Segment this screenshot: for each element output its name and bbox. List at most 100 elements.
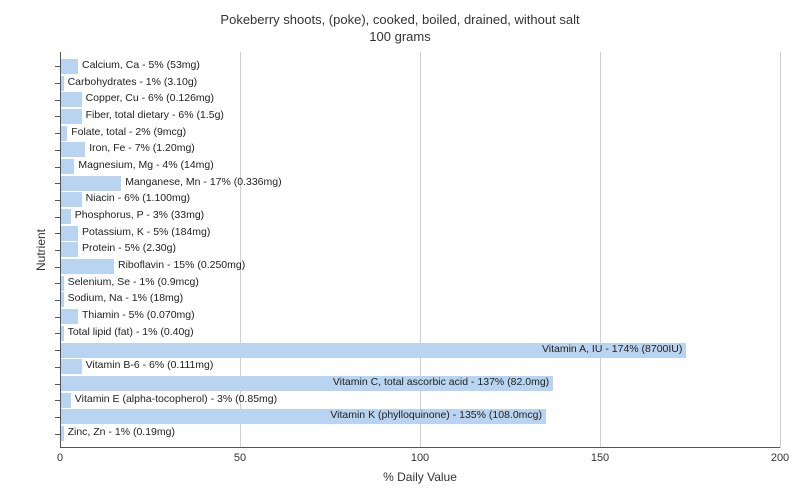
bar-label: Vitamin A, IU - 174% (8700IU) (542, 343, 682, 355)
bar-label: Folate, total - 2% (9mcg) (67, 126, 186, 138)
bar-row: Folate, total - 2% (9mcg) (60, 126, 780, 141)
bar: Vitamin C, total ascorbic acid - 137% (8… (60, 376, 553, 391)
bar: Potassium, K - 5% (184mg) (60, 226, 78, 241)
bar-label: Thiamin - 5% (0.070mg) (78, 309, 195, 321)
bar-row: Potassium, K - 5% (184mg) (60, 226, 780, 241)
bar-label: Sodium, Na - 1% (18mg) (64, 292, 184, 304)
bar-label: Vitamin E (alpha-tocopherol) - 3% (0.85m… (71, 393, 277, 405)
bar-label: Carbohydrates - 1% (3.10g) (64, 76, 198, 88)
y-tick (55, 367, 60, 368)
bar: Copper, Cu - 6% (0.126mg) (60, 92, 82, 107)
bar-row: Riboflavin - 15% (0.250mg) (60, 259, 780, 274)
y-tick (55, 434, 60, 435)
bar-label: Manganese, Mn - 17% (0.336mg) (121, 176, 281, 188)
y-tick (55, 183, 60, 184)
bar-row: Carbohydrates - 1% (3.10g) (60, 76, 780, 91)
y-tick (55, 116, 60, 117)
bar-label: Protein - 5% (2.30g) (78, 242, 176, 254)
bar-label: Phosphorus, P - 3% (33mg) (71, 209, 204, 221)
y-tick (55, 333, 60, 334)
bar: Iron, Fe - 7% (1.20mg) (60, 142, 85, 157)
bar-row: Calcium, Ca - 5% (53mg) (60, 59, 780, 74)
y-tick (55, 167, 60, 168)
bar: Protein - 5% (2.30g) (60, 242, 78, 257)
y-tick (55, 350, 60, 351)
chart-title: Pokeberry shoots, (poke), cooked, boiled… (0, 0, 800, 46)
bar-label: Potassium, K - 5% (184mg) (78, 226, 210, 238)
bar-label: Iron, Fe - 7% (1.20mg) (85, 142, 195, 154)
bar-row: Fiber, total dietary - 6% (1.5g) (60, 109, 780, 124)
bar-row: Thiamin - 5% (0.070mg) (60, 309, 780, 324)
y-tick (55, 300, 60, 301)
y-tick (55, 66, 60, 67)
bar-label: Niacin - 6% (1.100mg) (82, 192, 190, 204)
bar-row: Sodium, Na - 1% (18mg) (60, 292, 780, 307)
y-tick (55, 217, 60, 218)
bar: Vitamin E (alpha-tocopherol) - 3% (0.85m… (60, 393, 71, 408)
bar: Niacin - 6% (1.100mg) (60, 192, 82, 207)
bar: Vitamin K (phylloquinone) - 135% (108.0m… (60, 409, 546, 424)
bar: Calcium, Ca - 5% (53mg) (60, 59, 78, 74)
y-tick (55, 267, 60, 268)
bar-label: Selenium, Se - 1% (0.9mcg) (64, 276, 199, 288)
x-tick-label: 200 (771, 448, 789, 464)
bar-row: Iron, Fe - 7% (1.20mg) (60, 142, 780, 157)
x-tick-label: 0 (57, 448, 63, 464)
y-tick (55, 384, 60, 385)
y-axis-line (60, 52, 61, 448)
bar: Riboflavin - 15% (0.250mg) (60, 259, 114, 274)
y-tick (55, 133, 60, 134)
y-tick (55, 150, 60, 151)
y-tick (55, 233, 60, 234)
x-tick-label: 150 (591, 448, 609, 464)
bar-label: Vitamin C, total ascorbic acid - 137% (8… (333, 376, 549, 388)
bar-label: Copper, Cu - 6% (0.126mg) (82, 92, 214, 104)
bar-label: Vitamin K (phylloquinone) - 135% (108.0m… (330, 409, 542, 421)
y-tick (55, 400, 60, 401)
bar-row: Copper, Cu - 6% (0.126mg) (60, 92, 780, 107)
bar-row: Protein - 5% (2.30g) (60, 242, 780, 257)
bars-container: Calcium, Ca - 5% (53mg) Carbohydrates - 1… (60, 58, 780, 442)
bar: Manganese, Mn - 17% (0.336mg) (60, 176, 121, 191)
bar-row: Phosphorus, P - 3% (33mg) (60, 209, 780, 224)
bar-row: Vitamin E (alpha-tocopherol) - 3% (0.85m… (60, 393, 780, 408)
grid-line (780, 52, 781, 448)
y-tick (55, 317, 60, 318)
bar-label: Total lipid (fat) - 1% (0.40g) (64, 326, 194, 338)
chart-area: Calcium, Ca - 5% (53mg) Carbohydrates - 1… (60, 52, 780, 448)
bar-row: Total lipid (fat) - 1% (0.40g) (60, 326, 780, 341)
bar: Thiamin - 5% (0.070mg) (60, 309, 78, 324)
y-axis-title: Nutrient (34, 229, 48, 271)
bar-row: Vitamin K (phylloquinone) - 135% (108.0m… (60, 409, 780, 424)
bar-row: Zinc, Zn - 1% (0.19mg) (60, 426, 780, 441)
x-axis-title: % Daily Value (383, 448, 457, 484)
bar: Vitamin B-6 - 6% (0.111mg) (60, 359, 82, 374)
x-tick-label: 50 (234, 448, 246, 464)
bar: Vitamin A, IU - 174% (8700IU) (60, 343, 686, 358)
y-tick (55, 283, 60, 284)
y-tick (55, 83, 60, 84)
bar-row: Niacin - 6% (1.100mg) (60, 192, 780, 207)
y-tick (55, 200, 60, 201)
bar-label: Riboflavin - 15% (0.250mg) (114, 259, 245, 271)
y-tick (55, 100, 60, 101)
bar-label: Vitamin B-6 - 6% (0.111mg) (82, 359, 214, 371)
y-tick (55, 250, 60, 251)
bar-label: Magnesium, Mg - 4% (14mg) (74, 159, 213, 171)
bar-row: Vitamin B-6 - 6% (0.111mg) (60, 359, 780, 374)
y-tick (55, 417, 60, 418)
bar: Phosphorus, P - 3% (33mg) (60, 209, 71, 224)
bar-row: Manganese, Mn - 17% (0.336mg) (60, 176, 780, 191)
chart-title-line2: 100 grams (0, 29, 800, 46)
bar: Folate, total - 2% (9mcg) (60, 126, 67, 141)
bar-row: Vitamin C, total ascorbic acid - 137% (8… (60, 376, 780, 391)
bar-row: Vitamin A, IU - 174% (8700IU) (60, 343, 780, 358)
bar-label: Zinc, Zn - 1% (0.19mg) (64, 426, 175, 438)
bar: Fiber, total dietary - 6% (1.5g) (60, 109, 82, 124)
bar-label: Fiber, total dietary - 6% (1.5g) (82, 109, 224, 121)
bar-label: Calcium, Ca - 5% (53mg) (78, 59, 200, 71)
chart-title-line1: Pokeberry shoots, (poke), cooked, boiled… (0, 12, 800, 29)
bar: Magnesium, Mg - 4% (14mg) (60, 159, 74, 174)
bar-row: Selenium, Se - 1% (0.9mcg) (60, 276, 780, 291)
bar-row: Magnesium, Mg - 4% (14mg) (60, 159, 780, 174)
